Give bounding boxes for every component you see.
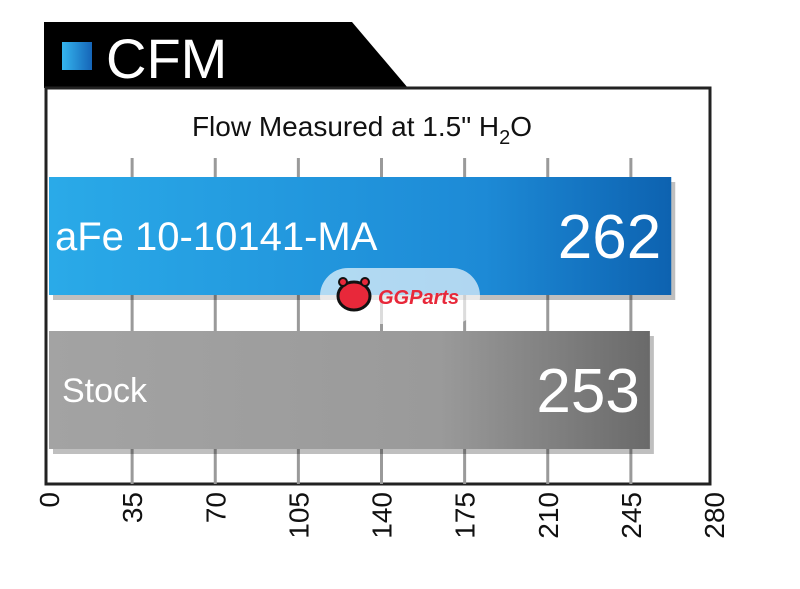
bar-category-label: Stock [62,372,148,410]
x-tick-label: 175 [450,492,481,539]
x-tick-label: 140 [367,492,398,539]
ggparts-logo-icon [336,277,372,312]
x-tick-label: 0 [34,492,65,508]
bar-stock [49,331,650,449]
x-tick-label: 210 [533,492,564,539]
header-title: CFM [106,27,227,90]
x-tick-label: 105 [283,492,314,539]
chart-title-subscript: 2 [499,127,510,149]
header-tab [44,22,408,88]
bar-value-label: 253 [536,357,639,426]
x-tick-label: 70 [200,492,231,523]
x-tick-label: 245 [616,492,647,539]
ggparts-watermark: GGParts [320,268,480,324]
bar-value-label: 262 [558,203,661,272]
bar-category-label: aFe 10-10141-MA [55,215,378,259]
x-tick-label: 280 [699,492,730,539]
watermark-text: GGParts [378,287,459,309]
chart-title-suffix: O [510,111,532,142]
legend-square-icon [62,42,92,70]
x-tick-label: 35 [117,492,148,523]
chart-title-main: Flow Measured at 1.5" H [192,111,499,142]
chart-title: Flow Measured at 1.5" H2O [192,111,532,149]
